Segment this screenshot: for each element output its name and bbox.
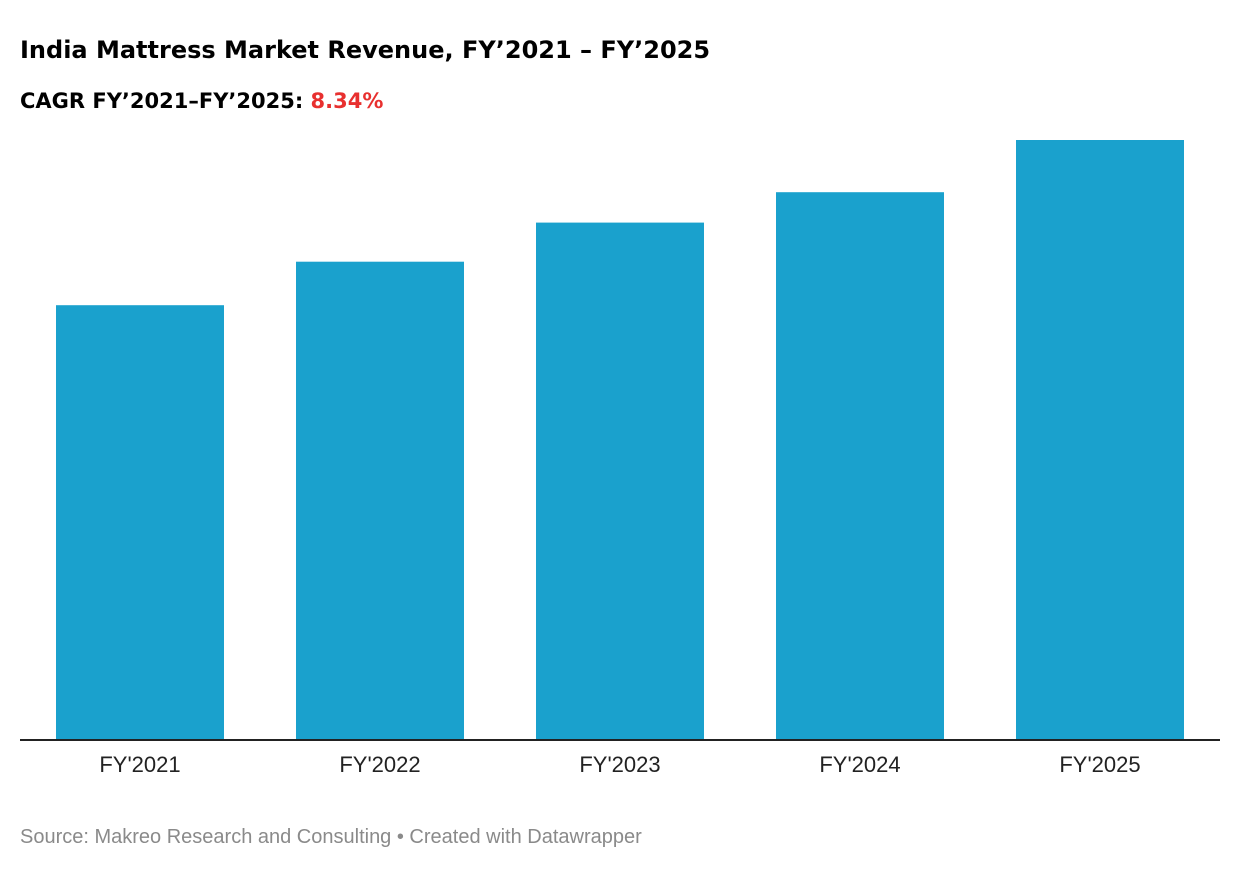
source-footer: Source: Makreo Research and Consulting •… bbox=[20, 826, 642, 848]
chart-subtitle: CAGR FY’2021–FY’2025: 8.34% bbox=[20, 86, 383, 116]
bar-fy-2021 bbox=[56, 305, 224, 740]
bar-fy-2024 bbox=[776, 192, 944, 740]
x-tick-label-fy-2024: FY'2024 bbox=[819, 752, 900, 777]
x-tick-label-fy-2025: FY'2025 bbox=[1059, 752, 1140, 777]
bars-group bbox=[56, 140, 1184, 741]
bar-fy-2022 bbox=[296, 261, 464, 740]
x-tick-label-fy-2022: FY'2022 bbox=[339, 752, 420, 777]
x-axis-ticks: FY'2021 FY'2022 FY'2023 FY'2024 FY'2025 bbox=[99, 752, 1140, 777]
x-tick-label-fy-2023: FY'2023 bbox=[579, 752, 660, 777]
bar-fy-2023 bbox=[536, 222, 704, 741]
cagr-value: 8.34% bbox=[310, 89, 384, 113]
bar-chart: FY'2021 FY'2022 FY'2023 FY'2024 FY'2025 bbox=[20, 140, 1220, 777]
x-tick-label-fy-2021: FY'2021 bbox=[99, 752, 180, 777]
bar-fy-2025 bbox=[1016, 140, 1184, 740]
chart-title: India Mattress Market Revenue, FY’2021 –… bbox=[20, 36, 711, 64]
cagr-label: CAGR FY’2021–FY’2025: bbox=[20, 89, 304, 113]
